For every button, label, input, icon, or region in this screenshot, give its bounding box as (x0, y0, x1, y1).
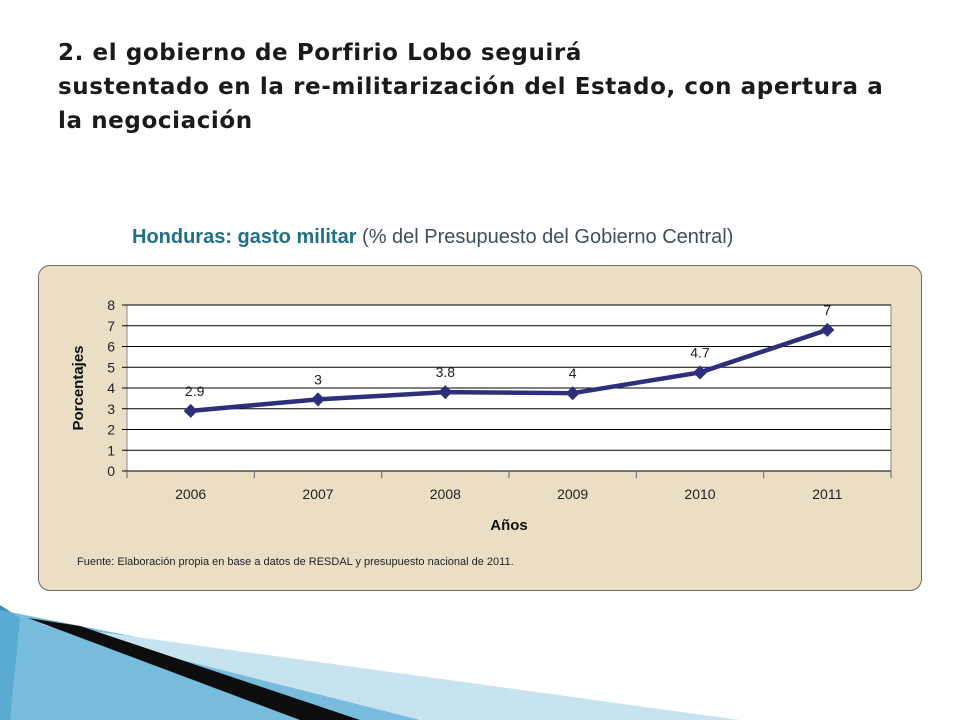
data-label-2011: 7 (823, 302, 831, 318)
chart-heading: Honduras: gasto militar (% del Presupues… (132, 226, 733, 249)
y-axis-label: Porcentajes (70, 345, 87, 430)
x-tick-label: 2010 (684, 486, 715, 502)
y-tick-label: 3 (107, 401, 115, 417)
y-tick-label: 1 (107, 442, 115, 458)
data-label-2010: 4.7 (690, 344, 710, 360)
data-point-2010 (693, 365, 707, 380)
data-label-2006: 2.9 (185, 383, 205, 399)
data-label-2008: 3.8 (436, 364, 456, 380)
y-tick-label: 6 (107, 339, 115, 355)
data-point-2009 (565, 386, 580, 401)
data-label-2007: 3 (314, 371, 322, 387)
y-tick-label: 7 (107, 318, 115, 334)
slide-title-line-2: sustentado en la re-militarización del E… (58, 74, 884, 100)
data-point-2011 (820, 322, 835, 337)
data-point-2006 (183, 403, 198, 418)
data-point-2007 (311, 392, 325, 407)
slide-title: 2. el gobierno de Porfirio Lobo seguirá … (58, 36, 938, 138)
x-tick-label: 2007 (302, 486, 333, 502)
x-axis-label: Años (490, 517, 528, 534)
decorative-stripes (0, 605, 740, 720)
y-tick-label: 0 (107, 463, 115, 479)
line-chart: 0 1 2 3 4 5 6 7 8 2006 2007 2008 2009 2010 2011 Años Por… (70, 297, 892, 534)
decor-stripe-black (28, 618, 360, 720)
y-tick-label: 2 (107, 422, 115, 438)
data-label-2009: 4 (569, 365, 577, 381)
decor-stripe-lightblue (0, 610, 560, 720)
x-tick-label: 2011 (812, 486, 842, 502)
x-tick-label: 2008 (430, 486, 461, 502)
y-tick-label: 4 (107, 380, 115, 396)
slide-title-line-1: 2. el gobierno de Porfirio Lobo seguirá (58, 40, 582, 66)
series-line (190, 327, 829, 414)
y-tick-label: 5 (107, 359, 115, 375)
x-tick-label: 2006 (175, 486, 206, 502)
decor-stripe-pale (40, 624, 740, 720)
data-point-2008 (438, 385, 453, 400)
slide-title-line-3: la negociación (58, 108, 253, 134)
y-tick-label: 8 (107, 297, 115, 313)
chart-panel: 0 1 2 3 4 5 6 7 8 2006 2007 2008 2009 2010 2011 Años Por… (38, 265, 922, 591)
chart-heading-bold: Honduras: gasto militar (132, 226, 357, 248)
source-note: Fuente: Elaboración propia en base a dat… (77, 556, 514, 568)
x-tick-label: 2009 (557, 486, 588, 502)
chart-heading-normal: (% del Presupuesto del Gobierno Central) (362, 226, 734, 248)
